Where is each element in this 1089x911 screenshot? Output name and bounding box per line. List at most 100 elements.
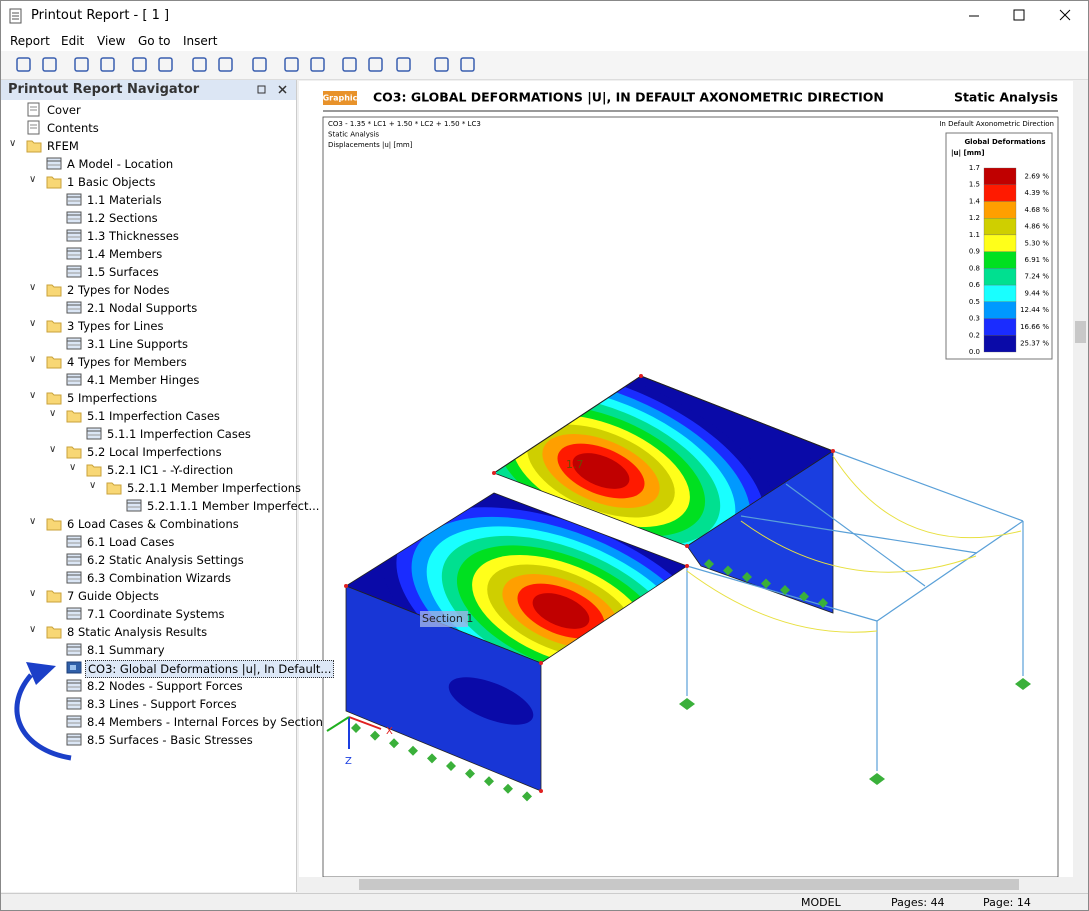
tree-item[interactable]: 8.2 Nodes - Support Forces (87, 679, 243, 693)
tree-item[interactable]: 5.2 Local Imperfections (87, 445, 222, 459)
tree-item[interactable]: 2 Types for Nodes (67, 283, 170, 297)
node (539, 661, 543, 665)
tree-item[interactable]: 5.2.1.1.1 Member Imperfect... (147, 499, 320, 513)
tree-item[interactable]: 6.2 Static Analysis Settings (87, 553, 244, 567)
toolbar-button[interactable] (157, 56, 174, 73)
title-bar: Printout Report - [ 1 ] (1, 1, 1088, 31)
legend-band (983, 284, 1017, 302)
legend-band (983, 184, 1017, 202)
toolbar-button[interactable] (341, 56, 358, 73)
tree-item[interactable]: 5.2.1.1 Member Imperfections (127, 481, 302, 495)
tree-item[interactable]: 4 Types for Members (67, 355, 187, 369)
status-mode: MODEL (801, 896, 841, 909)
tree-item[interactable]: 1.2 Sections (87, 211, 158, 225)
contour-band (448, 677, 534, 725)
table-icon (66, 606, 82, 621)
legend-level: 0.9 (969, 248, 980, 256)
toolbar-button[interactable] (15, 56, 32, 73)
folder-icon (46, 354, 62, 369)
report-section: Static Analysis (954, 90, 1058, 105)
app-icon (9, 8, 22, 24)
tree-item[interactable]: 5.1.1 Imperfection Cases (107, 427, 251, 441)
legend-share: 4.39 % (1025, 189, 1050, 197)
tree-item[interactable]: 8 Static Analysis Results (67, 625, 208, 639)
pane-controls[interactable] (255, 83, 291, 97)
tree-item[interactable]: 4.1 Member Hinges (87, 373, 200, 387)
tree-item[interactable]: 6.1 Load Cases (87, 535, 175, 549)
tree-item[interactable]: 7 Guide Objects (67, 589, 159, 603)
h-scrollbar[interactable] (299, 877, 1073, 892)
tree-item[interactable]: 8.4 Members - Internal Forces by Section (87, 715, 323, 729)
expander[interactable]: ∨ (29, 282, 37, 293)
toolbar-button[interactable] (309, 56, 326, 73)
frame-member (686, 565, 878, 622)
expander[interactable]: ∨ (29, 174, 37, 185)
toolbar-button[interactable] (191, 56, 208, 73)
table-icon (66, 336, 82, 351)
toolbar-button[interactable] (459, 56, 476, 73)
tree-item[interactable]: 6.3 Combination Wizards (87, 571, 231, 585)
tree-item[interactable]: A Model - Location (67, 157, 174, 171)
expander[interactable]: ∨ (29, 354, 37, 365)
tree-item[interactable]: 6 Load Cases & Combinations (67, 517, 239, 531)
toolbar-button[interactable] (367, 56, 384, 73)
toolbar-button[interactable] (41, 56, 58, 73)
tree-item[interactable]: 5.1 Imperfection Cases (87, 409, 220, 423)
toolbar-button[interactable] (99, 56, 116, 73)
legend-band (983, 268, 1017, 286)
menu-item[interactable]: Edit (61, 34, 85, 48)
tree-item[interactable]: 3 Types for Lines (67, 319, 164, 333)
toolbar-button[interactable] (251, 56, 268, 73)
tree-item[interactable]: 1.1 Materials (87, 193, 162, 207)
table-icon (66, 210, 82, 225)
toolbar-button[interactable] (395, 56, 412, 73)
menu-item[interactable]: Insert (183, 34, 218, 48)
tree-item[interactable]: 5 Imperfections (67, 391, 158, 405)
window-controls[interactable] (961, 1, 1088, 31)
tree-item[interactable]: 7.1 Coordinate Systems (87, 607, 225, 621)
toolbar-button[interactable] (217, 56, 234, 73)
tree-item[interactable]: Cover (47, 103, 81, 117)
toolbar-button[interactable] (283, 56, 300, 73)
toolbar-button[interactable] (433, 56, 450, 73)
expander[interactable]: ∨ (29, 390, 37, 401)
menu-item[interactable]: Go to (138, 34, 171, 48)
tree-item[interactable]: 2.1 Nodal Supports (87, 301, 198, 315)
toolbar-button[interactable] (131, 56, 148, 73)
graphic-info: CO3 - 1.35 * LC1 + 1.50 * LC2 + 1.50 * L… (328, 120, 481, 128)
frame-member (740, 515, 978, 554)
legend-level: 1.5 (969, 181, 980, 189)
tree-item[interactable]: 1 Basic Objects (67, 175, 156, 189)
expander[interactable]: ∨ (29, 318, 37, 329)
table-icon (66, 642, 82, 657)
tree-item[interactable]: RFEM (47, 139, 79, 153)
expander[interactable]: ∨ (49, 408, 57, 419)
tree-item[interactable]: 1.3 Thicknesses (87, 229, 179, 243)
tree-item[interactable]: 8.3 Lines - Support Forces (87, 697, 237, 711)
v-scrollbar[interactable] (1073, 81, 1088, 877)
expander[interactable]: ∨ (9, 138, 17, 149)
tree-item[interactable]: Contents (47, 121, 99, 135)
expander[interactable]: ∨ (89, 480, 97, 491)
tree-item[interactable]: 1.5 Surfaces (87, 265, 159, 279)
expander[interactable]: ∨ (29, 588, 37, 599)
navigator: Printout Report Navigator Cover Contents ∨… (1, 80, 335, 892)
toolbar-button[interactable] (73, 56, 90, 73)
expander[interactable]: ∨ (29, 624, 37, 635)
deformed-member (686, 570, 878, 633)
tree-item[interactable]: CO3: Global Deformations |u|, In Default… (85, 660, 335, 678)
axis (348, 716, 382, 730)
folder-icon (106, 480, 122, 495)
expander[interactable]: ∨ (69, 462, 77, 473)
expander[interactable]: ∨ (29, 516, 37, 527)
folder-icon (86, 462, 102, 477)
menu-item[interactable]: View (97, 34, 126, 48)
tree-item[interactable]: 5.2.1 IC1 - -Y-direction (107, 463, 234, 477)
expander[interactable]: ∨ (49, 444, 57, 455)
tree-item[interactable]: 8.1 Summary (87, 643, 165, 657)
menu-item[interactable]: Report (10, 34, 50, 48)
tree-item[interactable]: 1.4 Members (87, 247, 163, 261)
tree-item[interactable]: 8.5 Surfaces - Basic Stresses (87, 733, 253, 747)
tree-item[interactable]: 3.1 Line Supports (87, 337, 189, 351)
